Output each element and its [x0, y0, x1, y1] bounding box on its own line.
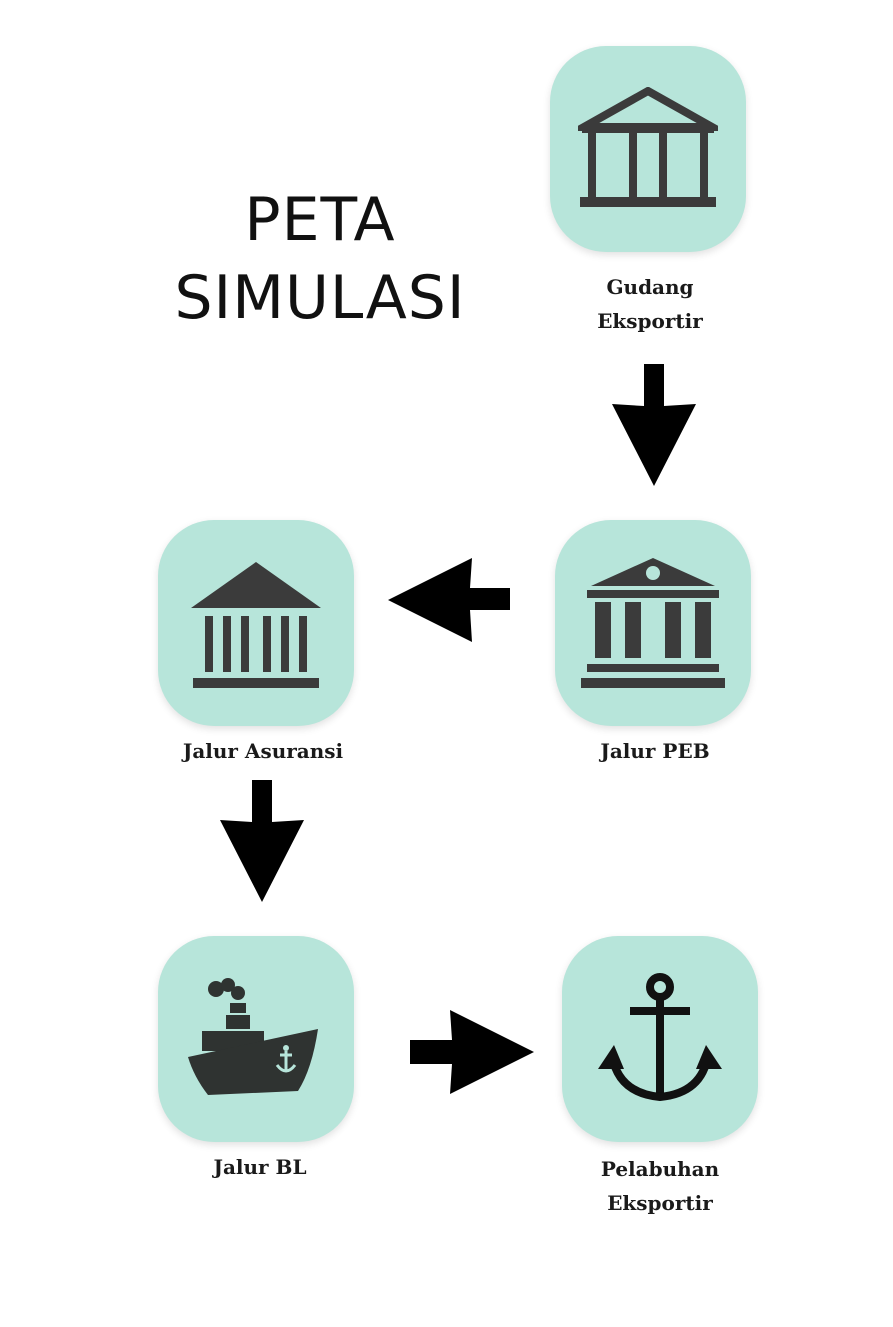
node-label-asuransi: Jalur Asuransi — [182, 739, 344, 763]
node-label-peb: Jalur PEB — [600, 739, 710, 763]
bank-icon — [581, 558, 725, 688]
ship-icon — [188, 978, 318, 1095]
node-label-gudang-line1: Gudang — [606, 275, 694, 299]
arrow-down-gudang-to-peb — [612, 364, 696, 486]
node-jalur-peb — [555, 520, 751, 726]
node-gudang-eksportir — [550, 46, 746, 252]
node-jalur-bl — [158, 936, 354, 1142]
arrow-left-peb-to-asuransi — [388, 558, 510, 642]
arrow-right-bl-to-pelabuhan — [410, 1010, 534, 1094]
node-label-gudang-line2: Eksportir — [597, 309, 703, 333]
node-label-gudang: Gudang Eksportir — [560, 270, 740, 338]
anchor-icon — [598, 973, 722, 1102]
node-pelabuhan-eksportir — [562, 936, 758, 1142]
node-label-bl: Jalur BL — [213, 1155, 307, 1179]
building-columns-icon — [578, 87, 718, 207]
node-jalur-asuransi — [158, 520, 354, 726]
node-label-pelabuhan-line2: Eksportir — [607, 1191, 713, 1215]
arrow-down-asuransi-to-bl — [220, 780, 304, 902]
node-label-pelabuhan-line1: Pelabuhan — [600, 1157, 720, 1181]
institution-icon — [191, 562, 321, 688]
diagram-title-line2: SIMULASI — [174, 263, 466, 333]
diagram-title-line1: PETA — [244, 185, 396, 255]
node-label-pelabuhan: Pelabuhan Eksportir — [560, 1152, 760, 1220]
